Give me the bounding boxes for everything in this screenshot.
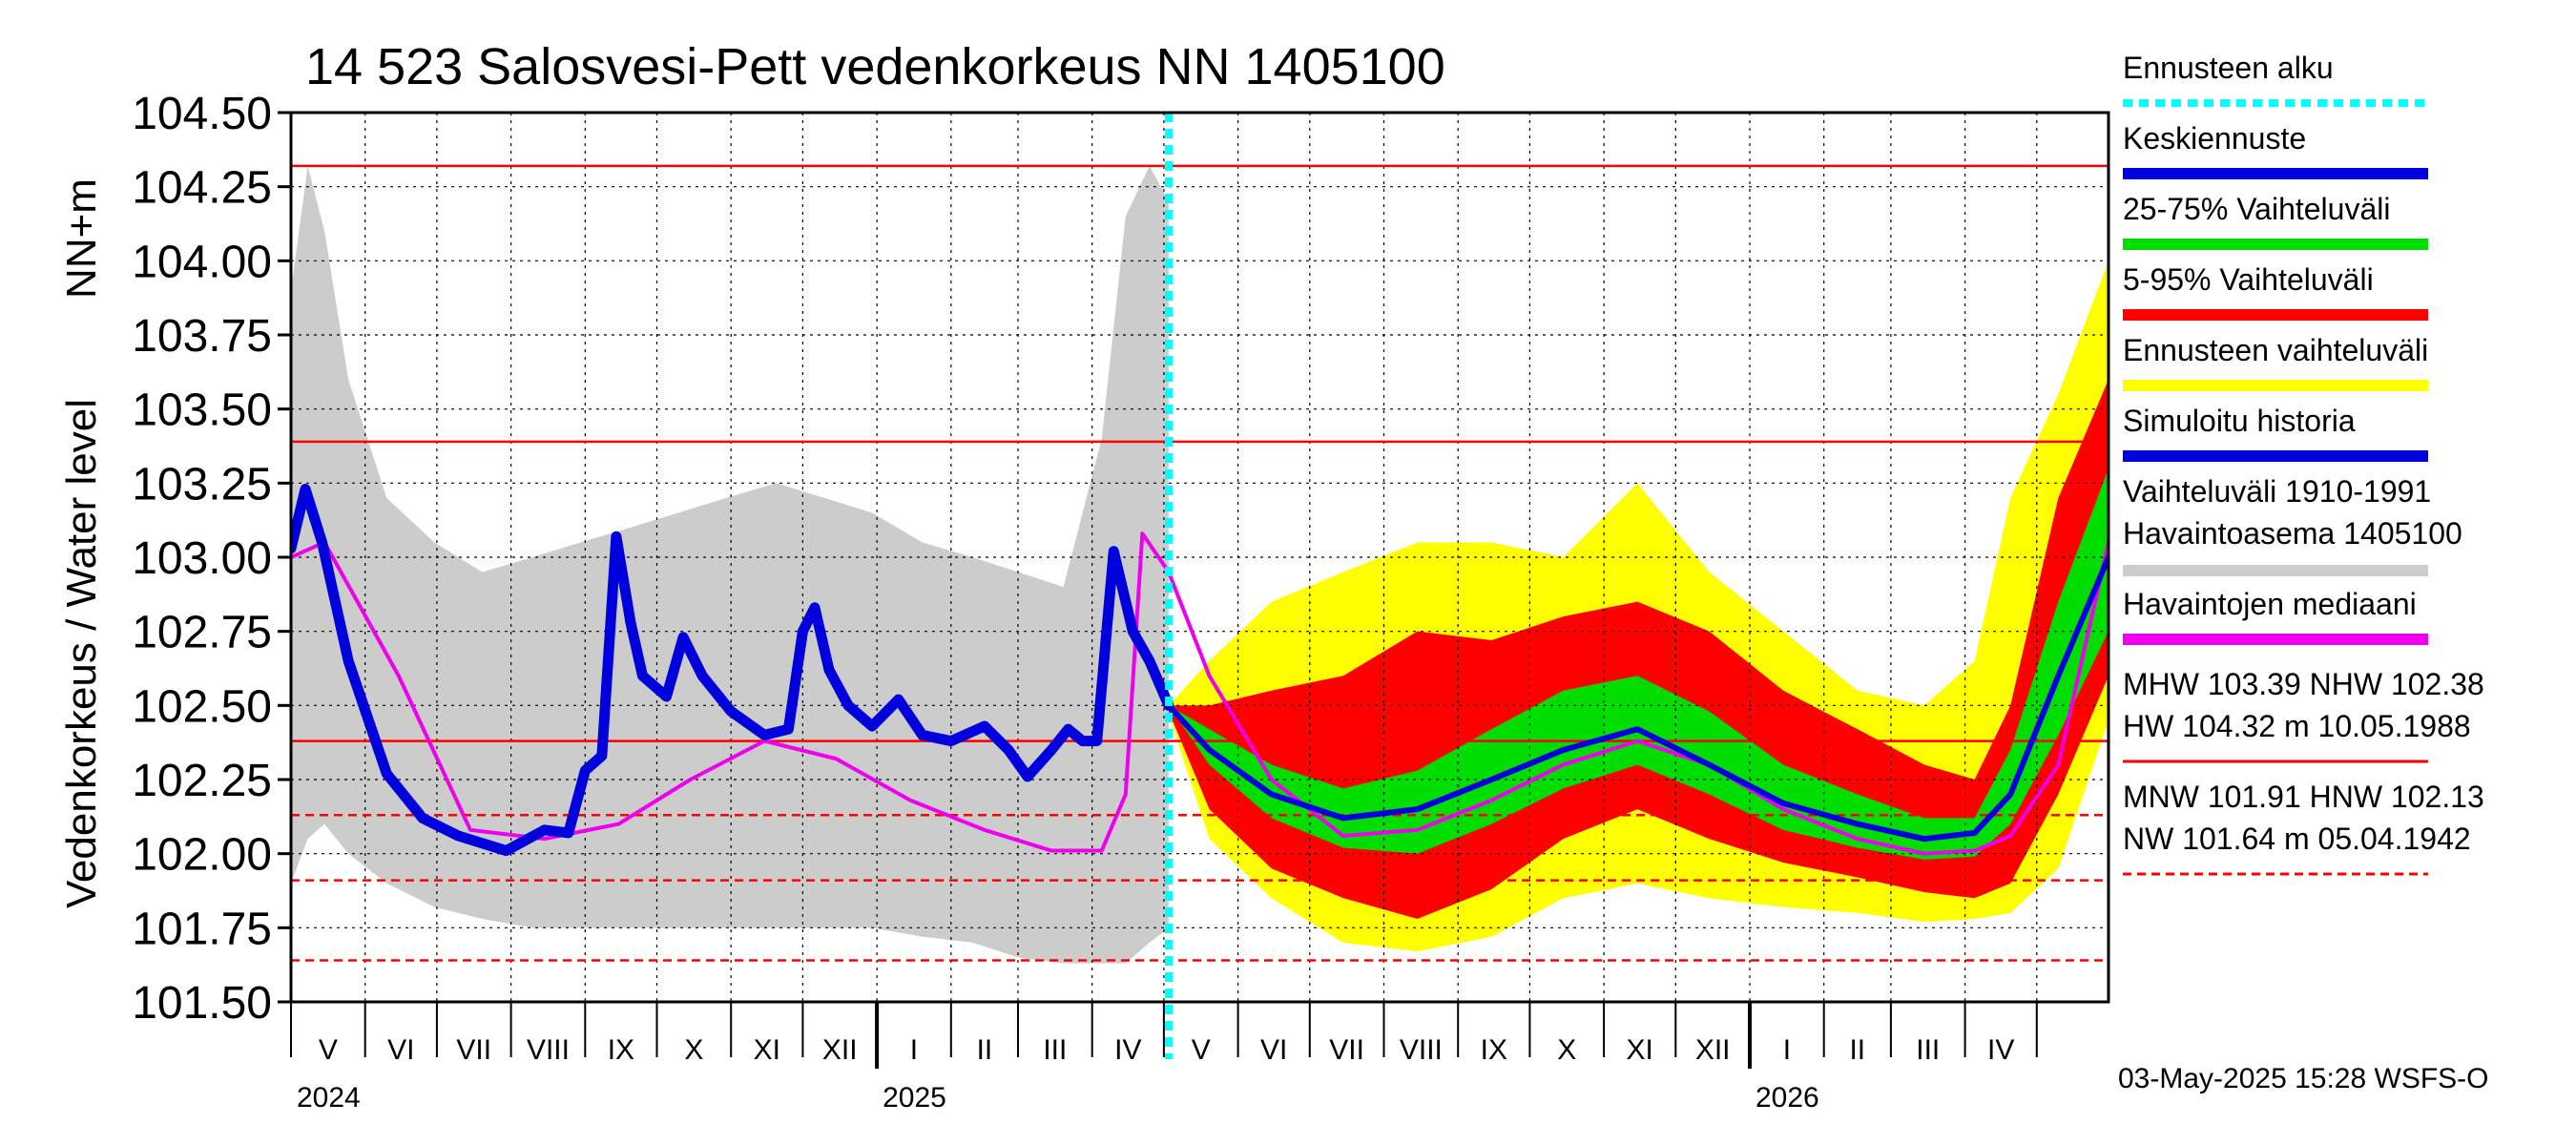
legend-label: Vaihteluväli 1910-1991 <box>2123 474 2431 509</box>
simulated-history-line <box>291 484 1174 857</box>
series-group <box>291 113 2109 1002</box>
legend-stat-label: HW 104.32 m 10.05.1988 <box>2123 709 2471 743</box>
month-label: IX <box>608 1034 634 1066</box>
y-tick-label: 103.75 <box>132 311 272 362</box>
month-label: VIII <box>527 1034 570 1066</box>
year-label: 2025 <box>883 1082 946 1114</box>
legend-label: 5-95% Vaihteluväli <box>2123 262 2374 297</box>
y-tick-label: 103.50 <box>132 385 272 436</box>
legend-stat-label: MNW 101.91 HNW 102.13 <box>2123 780 2484 814</box>
legend-label: Ennusteen alku <box>2123 51 2334 85</box>
y-tick-label: 101.50 <box>132 978 272 1029</box>
legend-label: 25-75% Vaihteluväli <box>2123 192 2390 226</box>
month-label: V <box>1192 1034 1211 1066</box>
mean-forecast-line <box>1165 554 2109 843</box>
legend-label: Havaintojen mediaani <box>2123 587 2417 621</box>
y-tick-label: 102.00 <box>132 830 272 881</box>
month-label: X <box>684 1034 703 1066</box>
y-tick-label: 104.25 <box>132 163 272 214</box>
y-axis-unit-label: NN+m <box>58 178 105 299</box>
y-tick-label: 102.25 <box>132 756 272 806</box>
month-label: X <box>1557 1034 1576 1066</box>
year-label: 2026 <box>1755 1082 1819 1114</box>
month-label: XI <box>754 1034 780 1066</box>
y-axis-label: Vedenkorkeus / Water level <box>58 399 105 908</box>
month-label: VII <box>456 1034 491 1066</box>
month-label: III <box>1043 1034 1067 1066</box>
month-label: II <box>977 1034 993 1066</box>
month-label: XII <box>822 1034 858 1066</box>
month-label: V <box>319 1034 338 1066</box>
month-label: IV <box>1987 1034 2014 1066</box>
timestamp-footer: 03-May-2025 15:28 WSFS-O <box>2118 1063 2489 1094</box>
y-tick-label: 103.00 <box>132 533 272 584</box>
month-label: IV <box>1114 1034 1141 1066</box>
y-tick-label: 102.50 <box>132 681 272 732</box>
month-label: VII <box>1329 1034 1364 1066</box>
legend-label: Ennusteen vaihteluväli <box>2123 333 2428 367</box>
historical-range-band <box>291 165 1169 964</box>
legend-label: Havaintoasema 1405100 <box>2123 516 2462 551</box>
legend-stat-label: MHW 103.39 NHW 102.38 <box>2123 667 2484 701</box>
year-label: 2024 <box>297 1082 361 1114</box>
legend-label: Simuloitu historia <box>2123 404 2356 438</box>
month-label: VI <box>387 1034 414 1066</box>
legend-stat-label: NW 101.64 m 05.04.1942 <box>2123 822 2471 856</box>
month-label: I <box>910 1034 918 1066</box>
grid <box>291 113 2109 1002</box>
plot-area <box>291 113 2109 1059</box>
month-label: III <box>1916 1034 1940 1066</box>
y-tick-label: 103.25 <box>132 459 272 510</box>
legend-label: Keskiennuste <box>2123 121 2306 156</box>
month-label: IX <box>1481 1034 1507 1066</box>
y-tick-label: 102.75 <box>132 608 272 658</box>
month-label: VIII <box>1400 1034 1443 1066</box>
chart-title: 14 523 Salosvesi-Pett vedenkorkeus NN 14… <box>305 38 1445 95</box>
y-tick-label: 101.75 <box>132 904 272 954</box>
axes: 104.50 104.25 104.00 103.75 103.50 103.25 103.… <box>132 89 2110 1114</box>
month-label: XI <box>1627 1034 1653 1066</box>
y-tick-label: 104.00 <box>132 237 272 287</box>
month-label: VI <box>1260 1034 1287 1066</box>
month-label: I <box>1783 1034 1791 1066</box>
month-label: XII <box>1695 1034 1731 1066</box>
month-label: II <box>1849 1034 1865 1066</box>
legend: Ennusteen alku Keskiennuste 25-75% Vaihtel… <box>2123 51 2484 876</box>
y-tick-label: 104.50 <box>132 89 272 139</box>
